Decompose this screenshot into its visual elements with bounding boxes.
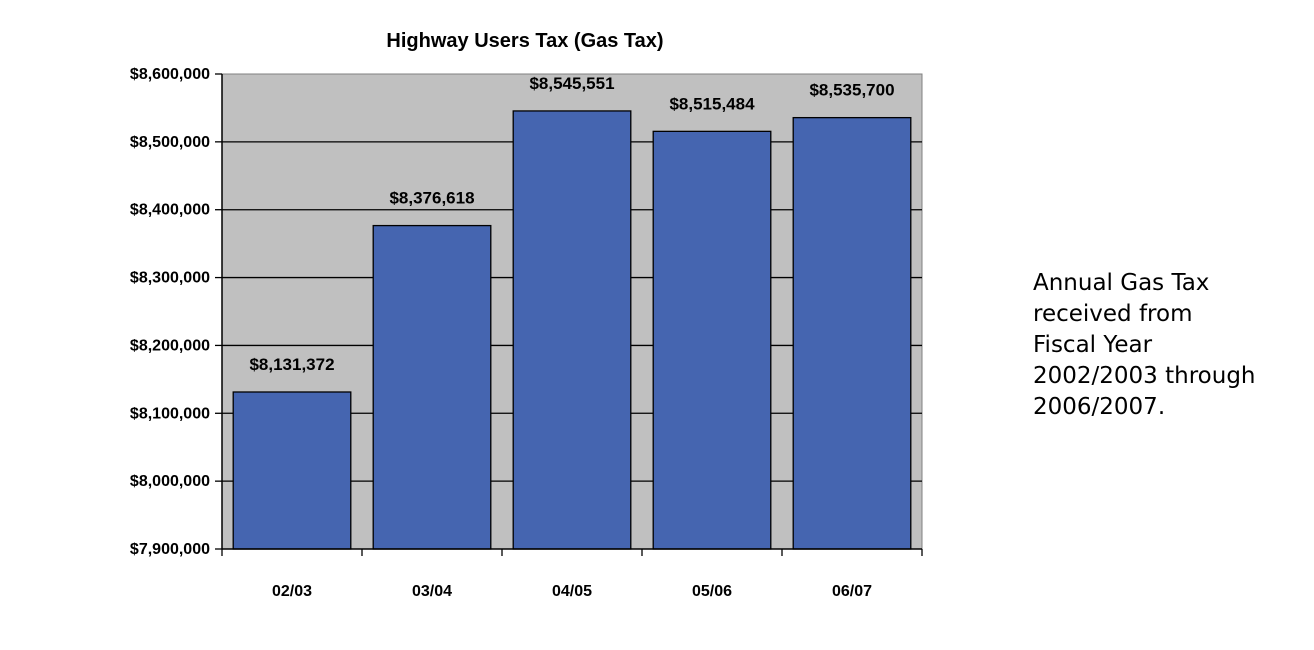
bar-data-label: $8,535,700 (809, 81, 894, 100)
x-tick-label: 05/06 (692, 583, 732, 600)
y-tick-label: $8,300,000 (130, 270, 210, 287)
side-note-line-1: Annual Gas Tax (1033, 270, 1210, 296)
y-tick-label: $8,400,000 (130, 202, 210, 219)
bar (372, 224, 492, 550)
plot-area: $7,900,000 $8,000,000 $8,100,000 $8,200,000… (130, 66, 923, 600)
chart-title: Highway Users Tax (Gas Tax) (386, 30, 663, 52)
y-tick-label: $8,100,000 (130, 405, 210, 422)
x-tick-label: 03/04 (412, 583, 452, 600)
side-note-line-5: 2006/2007. (1033, 394, 1166, 420)
x-tick-label: 04/05 (552, 583, 592, 600)
bar (652, 130, 772, 550)
side-note-line-3: Fiscal Year (1033, 332, 1153, 358)
gas-tax-bar-chart: Highway Users Tax (Gas Tax) $7,900,000 $8… (130, 30, 923, 600)
x-tick-label: 02/03 (272, 583, 312, 600)
chart-canvas: Highway Users Tax (Gas Tax) $7,900,000 $8… (130, 30, 923, 600)
y-tick-label: $7,900,000 (130, 541, 210, 558)
y-tick-label: $8,200,000 (130, 337, 210, 354)
x-tick-label: 06/07 (832, 583, 872, 600)
y-tick-label: $8,000,000 (130, 473, 210, 490)
side-note: Annual Gas Tax received from Fiscal Year… (1033, 268, 1313, 423)
bar-data-label: $8,515,484 (669, 94, 755, 113)
bar (512, 110, 632, 550)
bar-data-label: $8,545,551 (529, 74, 614, 93)
side-note-line-4: 2002/2003 through (1033, 363, 1256, 389)
bar-data-label: $8,376,618 (389, 189, 474, 208)
bar-data-label: $8,131,372 (249, 355, 334, 374)
bar (792, 116, 912, 550)
y-tick-label: $8,600,000 (130, 66, 210, 83)
y-tick-label: $8,500,000 (130, 134, 210, 151)
side-note-line-2: received from (1033, 301, 1193, 327)
bar (232, 391, 352, 550)
